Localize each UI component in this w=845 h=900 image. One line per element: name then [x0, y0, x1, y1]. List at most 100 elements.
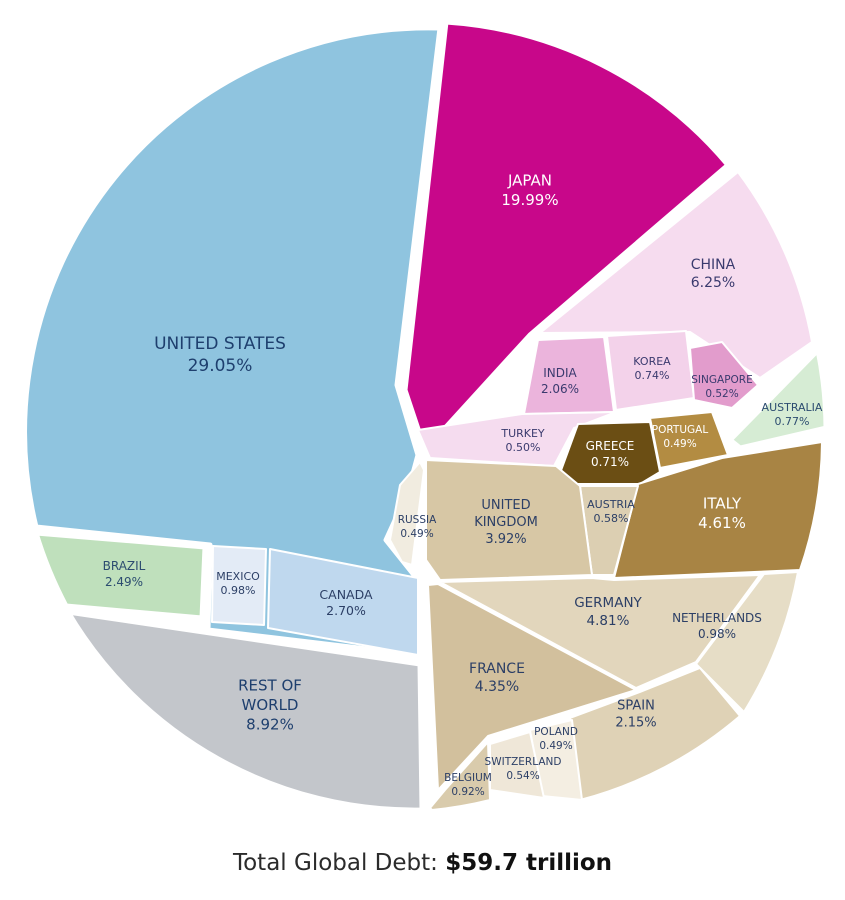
cell-canada: [267, 548, 419, 656]
label-value-netherlands: 0.98%: [698, 627, 736, 641]
label-name-rest-of-world: REST OF: [238, 677, 302, 695]
label-brazil: BRAZIL 2.49%: [103, 559, 146, 589]
label-rest-of-world: REST OF WORLD 8.92%: [238, 677, 302, 734]
debt-chart: UNITED STATES 29.05% JAPAN 19.99% CHINA 6.25%…: [22, 19, 829, 813]
cell-belgium: [429, 741, 491, 811]
footer-label: Total Global Debt:: [232, 850, 438, 876]
cell-turkey: [417, 411, 617, 467]
chart-svg: UNITED STATES 29.05% JAPAN 19.99% CHINA 6.25%…: [22, 19, 829, 813]
label-germany: GERMANY 4.81%: [574, 595, 642, 629]
label-austria: AUSTRIA 0.58%: [587, 498, 635, 525]
cell-united-states: [22, 25, 443, 658]
label-australia: AUSTRALIA 0.77%: [762, 401, 823, 428]
label-value-united-kingdom: 3.92%: [485, 532, 526, 547]
label-name-austria: AUSTRIA: [587, 498, 635, 511]
label-name-france: FRANCE: [469, 661, 525, 677]
cell-china: [539, 171, 813, 379]
label-name-united-states: UNITED STATES: [154, 334, 286, 354]
labels-group: UNITED STATES 29.05% JAPAN 19.99% CHINA 6.25%…: [103, 171, 823, 798]
cells-group: [22, 19, 829, 813]
label-value-belgium: 0.92%: [451, 786, 484, 798]
label-name-united-kingdom: KINGDOM: [474, 515, 538, 530]
label-value-germany: 4.81%: [587, 613, 630, 629]
chart-footer: Total Global Debt: $59.7 trillion: [0, 850, 845, 876]
label-singapore: SINGAPORE 0.52%: [691, 374, 752, 400]
label-name-switzerland: SWITZERLAND: [485, 756, 562, 768]
label-korea: KOREA 0.74%: [633, 355, 671, 382]
label-name-brazil: BRAZIL: [103, 559, 146, 573]
label-name-greece: GREECE: [586, 439, 635, 453]
label-value-rest-of-world: 8.92%: [246, 716, 294, 734]
label-value-mexico: 0.98%: [221, 584, 256, 597]
label-name-singapore: SINGAPORE: [691, 374, 752, 386]
label-value-canada: 2.70%: [326, 603, 366, 618]
label-name-india: INDIA: [543, 366, 577, 380]
label-name-germany: GERMANY: [574, 595, 642, 611]
label-value-brazil: 2.49%: [105, 575, 143, 589]
label-greece: GREECE 0.71%: [586, 439, 635, 469]
label-switzerland: SWITZERLAND 0.54%: [485, 756, 562, 782]
cell-singapore: [689, 341, 759, 409]
label-value-singapore: 0.52%: [705, 388, 738, 400]
label-value-italy: 4.61%: [698, 514, 746, 532]
label-france: FRANCE 4.35%: [469, 661, 525, 695]
label-name-russia: RUSSIA: [398, 514, 437, 526]
cell-japan: [402, 19, 731, 453]
footer-value: $59.7 trillion: [445, 850, 613, 876]
cell-russia: [389, 461, 425, 566]
label-united-states: UNITED STATES 29.05%: [154, 334, 286, 376]
label-belgium: BELGIUM 0.92%: [444, 772, 492, 798]
label-value-china: 6.25%: [691, 275, 735, 291]
label-mexico: MEXICO 0.98%: [216, 570, 260, 597]
label-value-korea: 0.74%: [635, 369, 670, 382]
label-name-australia: AUSTRALIA: [762, 401, 823, 414]
label-united-kingdom: UNITED KINGDOM 3.92%: [474, 498, 538, 547]
label-name-rest-of-world: WORLD: [242, 696, 299, 714]
label-name-portugal: PORTUGAL: [652, 424, 709, 436]
label-japan: JAPAN 19.99%: [501, 171, 558, 209]
cell-australia: [727, 347, 829, 451]
label-value-poland: 0.49%: [539, 740, 572, 752]
cell-netherlands: [695, 571, 799, 713]
cell-portugal: [649, 411, 729, 469]
label-portugal: PORTUGAL 0.49%: [652, 424, 709, 450]
label-value-russia: 0.49%: [400, 528, 433, 540]
cell-mexico: [211, 545, 267, 626]
label-value-france: 4.35%: [475, 679, 519, 695]
label-india: INDIA 2.06%: [541, 366, 579, 396]
label-name-united-kingdom: UNITED: [481, 498, 530, 513]
label-value-switzerland: 0.54%: [506, 770, 539, 782]
label-poland: POLAND 0.49%: [534, 726, 578, 752]
label-value-australia: 0.77%: [775, 415, 810, 428]
label-name-netherlands: NETHERLANDS: [672, 611, 762, 625]
label-value-greece: 0.71%: [591, 455, 629, 469]
label-value-austria: 0.58%: [594, 512, 629, 525]
label-name-poland: POLAND: [534, 726, 578, 738]
label-name-turkey: TURKEY: [500, 427, 545, 440]
label-name-korea: KOREA: [633, 355, 671, 368]
label-value-spain: 2.15%: [615, 715, 656, 730]
cell-germany: [439, 574, 761, 689]
label-canada: CANADA 2.70%: [319, 587, 373, 618]
label-value-india: 2.06%: [541, 382, 579, 396]
label-china: CHINA 6.25%: [691, 257, 736, 291]
label-netherlands: NETHERLANDS 0.98%: [672, 611, 762, 641]
cell-united-kingdom: [425, 459, 593, 581]
label-name-japan: JAPAN: [507, 171, 552, 189]
label-italy: ITALY 4.61%: [698, 494, 746, 532]
label-value-turkey: 0.50%: [506, 441, 541, 454]
label-turkey: TURKEY 0.50%: [500, 427, 545, 454]
label-value-portugal: 0.49%: [663, 438, 696, 450]
label-spain: SPAIN 2.15%: [615, 699, 656, 731]
cell-rest-of-world: [65, 609, 425, 813]
label-value-united-states: 29.05%: [188, 356, 253, 376]
label-name-canada: CANADA: [319, 587, 373, 602]
cell-france: [427, 583, 637, 791]
label-name-spain: SPAIN: [617, 699, 655, 714]
label-russia: RUSSIA 0.49%: [398, 514, 437, 540]
cell-brazil: [33, 530, 208, 621]
label-name-italy: ITALY: [703, 494, 742, 512]
label-name-belgium: BELGIUM: [444, 772, 492, 784]
label-name-mexico: MEXICO: [216, 570, 260, 583]
label-name-china: CHINA: [691, 257, 736, 273]
